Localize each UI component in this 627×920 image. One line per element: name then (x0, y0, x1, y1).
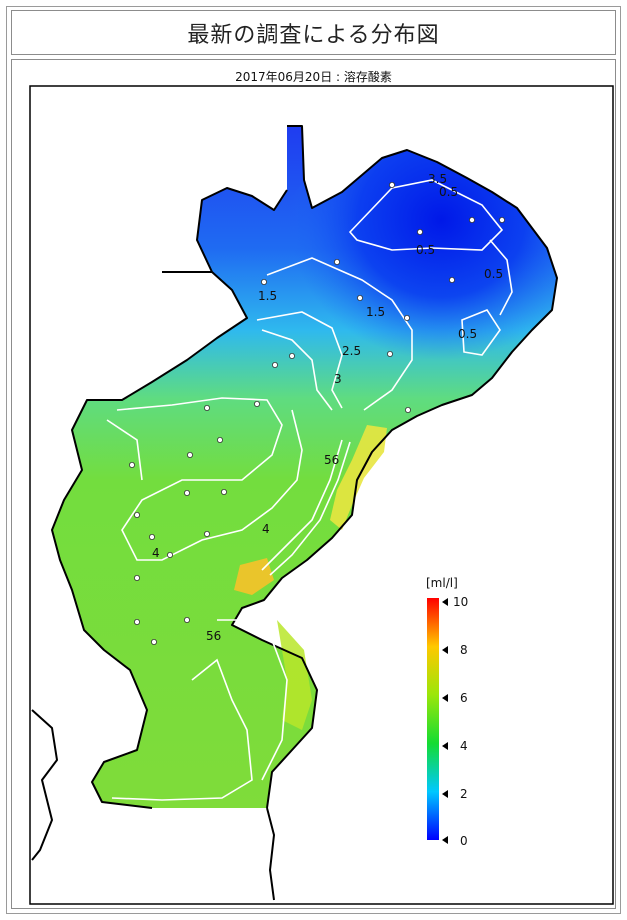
contour-label: 3.5 (428, 172, 447, 186)
contour-label: 0.5 (458, 327, 477, 341)
page-title: 最新の調査による分布図 (11, 10, 616, 55)
contour-label: 0.5 (484, 267, 503, 281)
contour-label: 1.5 (366, 305, 385, 319)
legend-tick-label: 4 (460, 739, 468, 753)
contour-label: 0.5 (439, 185, 458, 199)
legend-tick-label: 0 (460, 834, 468, 848)
map-panel: 2017年06月20日 : 溶存酸素 (11, 59, 616, 909)
color-legend: [ml/l] 10 8 6 4 2 0 (426, 576, 468, 848)
contour-label: 56 (206, 629, 221, 643)
contour-label: 3 (334, 372, 342, 386)
bay-water (52, 126, 557, 808)
contour-labels: 3.5 0.5 0.5 0.5 0.5 1.5 1.5 2.5 3 56 4 4… (152, 172, 503, 643)
do-distribution-map: 3.5 0.5 0.5 0.5 0.5 1.5 1.5 2.5 3 56 4 4… (29, 85, 614, 905)
legend-tick-label: 6 (460, 691, 468, 705)
contour-label: 4 (262, 522, 270, 536)
contour-label: 4 (152, 546, 160, 560)
page-frame: 最新の調査による分布図 2017年06月20日 : 溶存酸素 (6, 6, 621, 914)
contour-label: 2.5 (342, 344, 361, 358)
legend-tick-label: 10 (453, 595, 468, 609)
contour-label: 1.5 (258, 289, 277, 303)
coastline (31, 125, 558, 901)
contour-label: 56 (324, 453, 339, 467)
legend-unit: [ml/l] (426, 576, 458, 590)
contour-label: 0.5 (416, 243, 435, 257)
contour-lines (106, 179, 513, 801)
map-subtitle: 2017年06月20日 : 溶存酸素 (235, 70, 392, 84)
sampling-stations (129, 182, 505, 646)
legend-colorbar (427, 598, 439, 840)
legend-tick-label: 8 (460, 643, 468, 657)
legend-tick-label: 2 (460, 787, 468, 801)
